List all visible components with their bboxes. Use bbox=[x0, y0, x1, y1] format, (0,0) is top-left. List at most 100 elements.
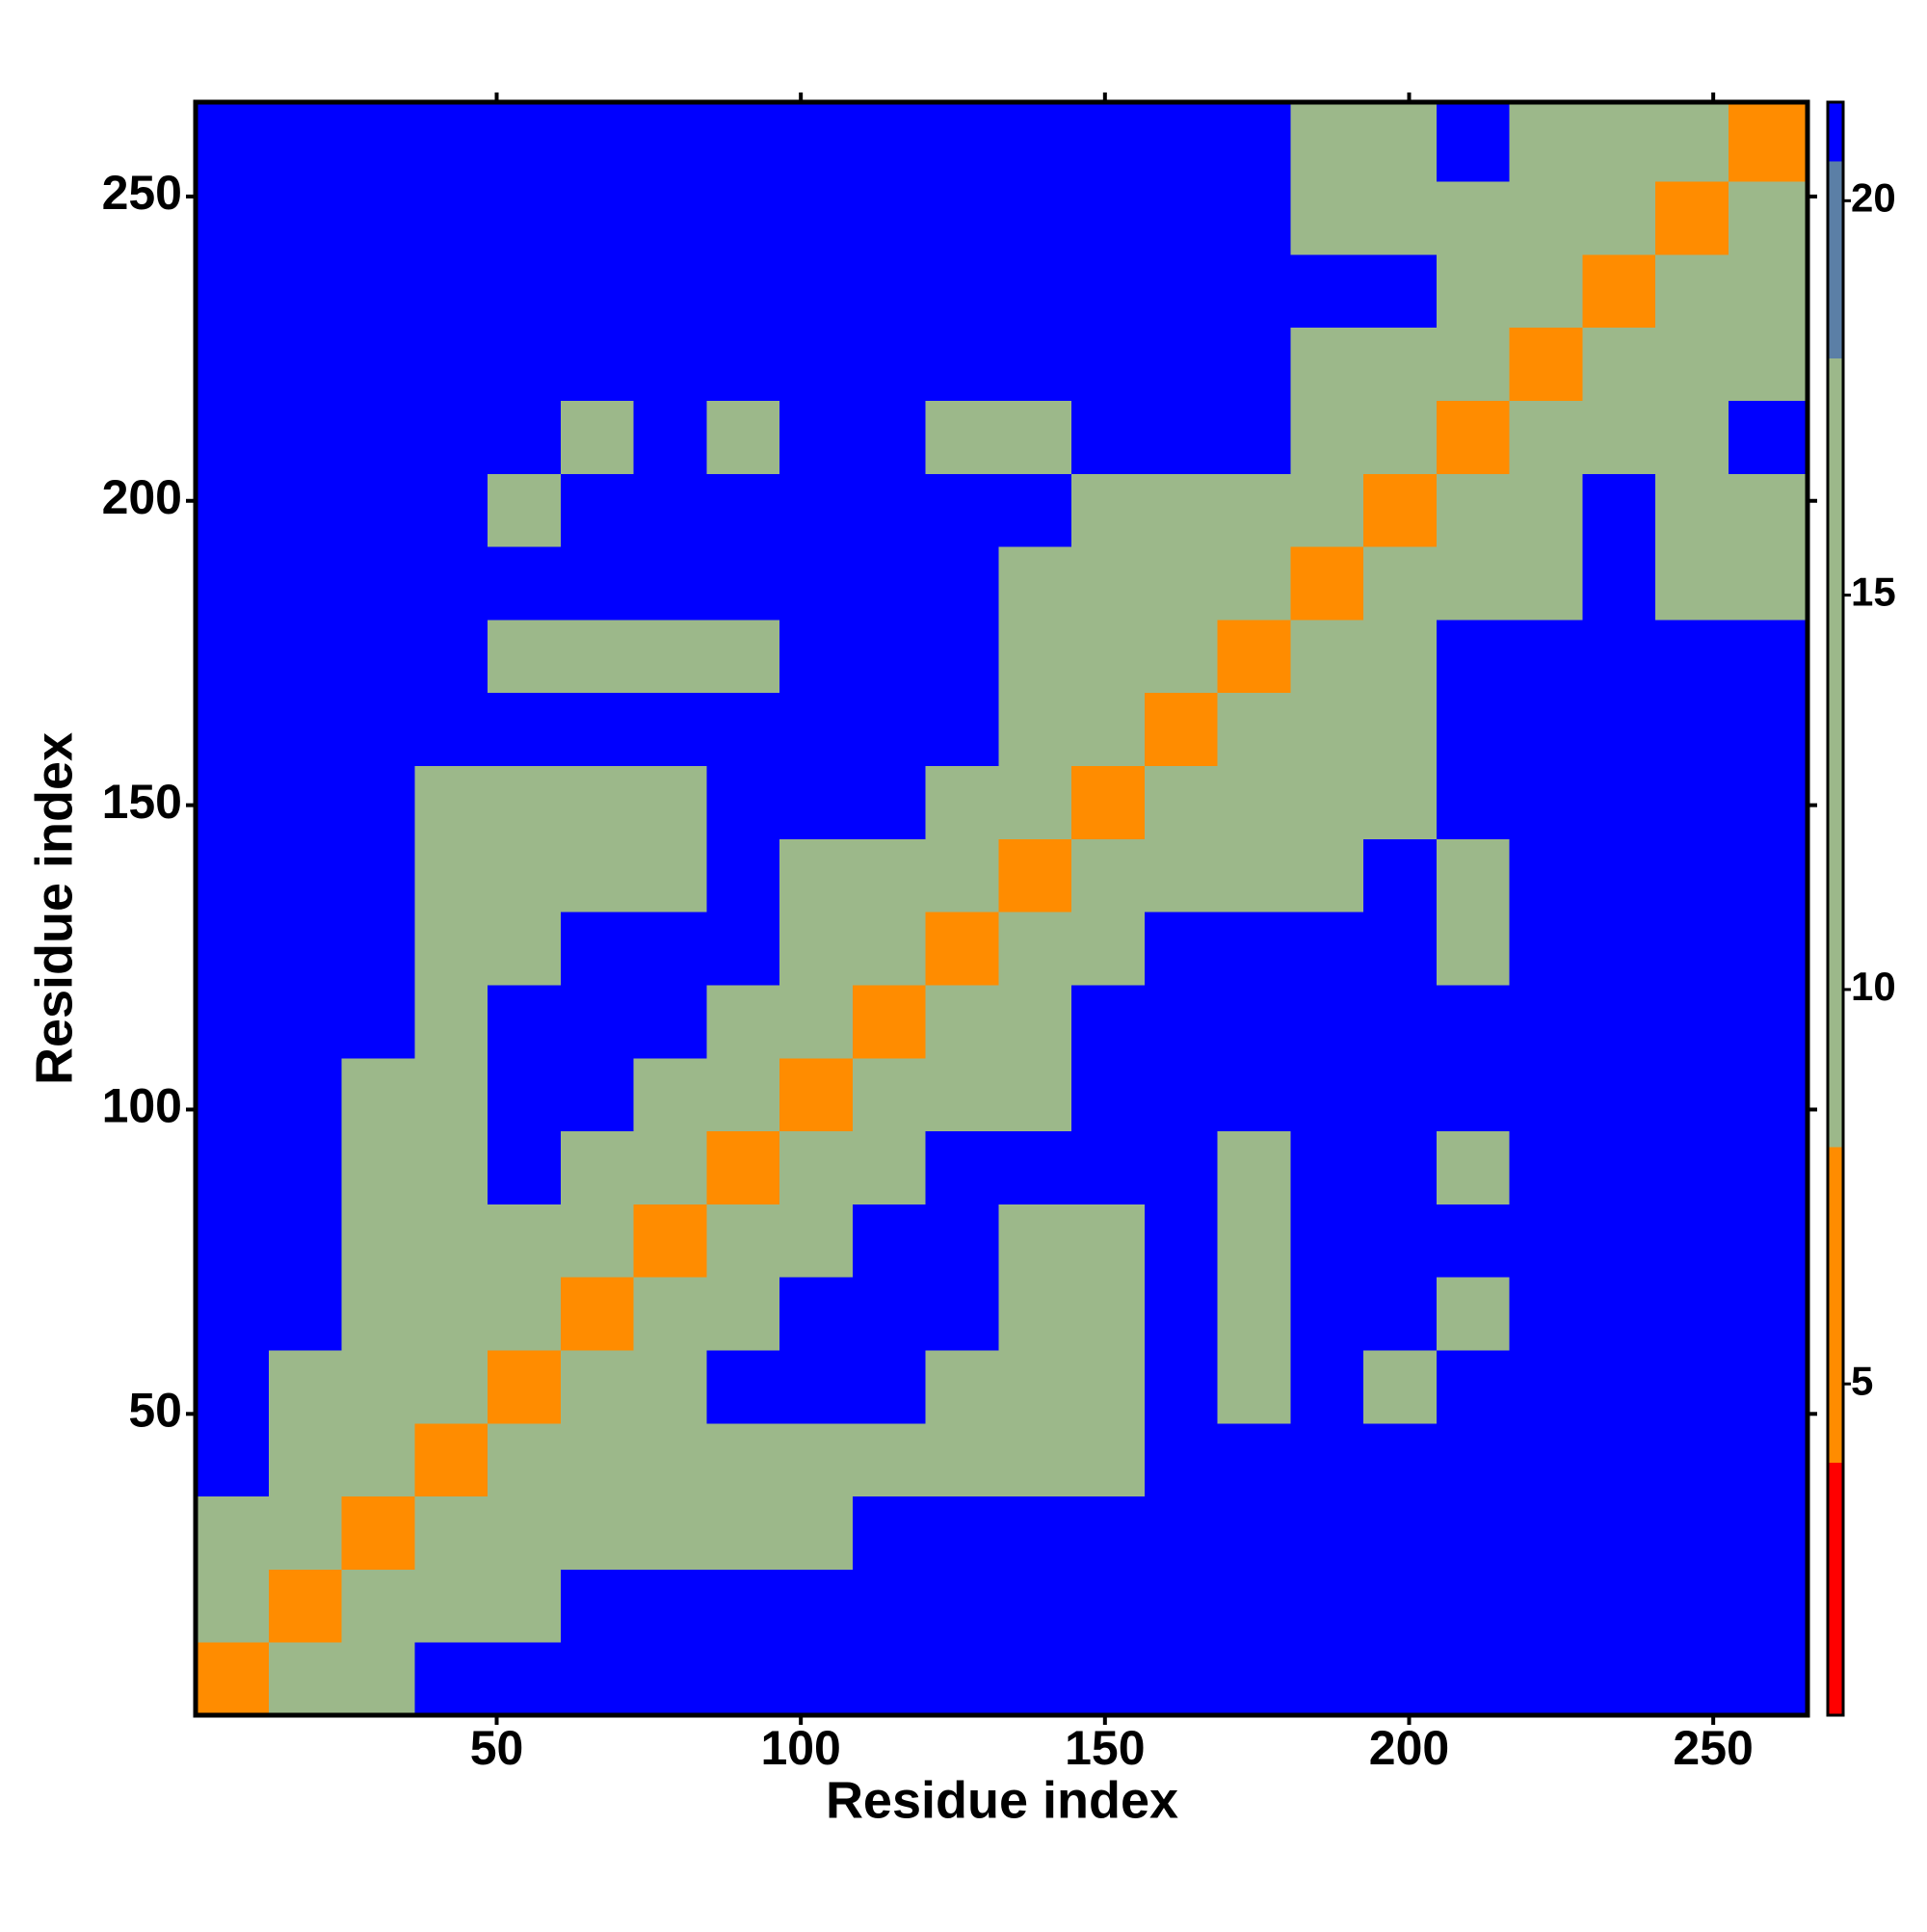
heatmap-cell bbox=[196, 1130, 270, 1204]
heatmap-cell bbox=[268, 1642, 343, 1716]
heatmap-cell bbox=[341, 181, 415, 255]
heatmap-cell bbox=[1217, 619, 1291, 694]
heatmap-cell bbox=[1363, 327, 1438, 402]
heatmap-cell bbox=[1071, 984, 1146, 1059]
heatmap-cell bbox=[560, 1422, 635, 1497]
heatmap-cell bbox=[1509, 1277, 1583, 1351]
heatmap-cell bbox=[1655, 984, 1729, 1059]
x-axis-title: Residue index bbox=[826, 1771, 1178, 1829]
heatmap-cell bbox=[1071, 1569, 1146, 1643]
heatmap-cell bbox=[852, 1642, 927, 1716]
heatmap-cell bbox=[1290, 1495, 1364, 1570]
heatmap-cell bbox=[779, 1349, 854, 1424]
heatmap-cell bbox=[779, 1642, 854, 1716]
heatmap-cell bbox=[1363, 765, 1438, 839]
heatmap-cell bbox=[779, 619, 854, 694]
heatmap-cell bbox=[341, 1569, 415, 1643]
heatmap-cell bbox=[1728, 400, 1808, 474]
heatmap-cell bbox=[1071, 619, 1146, 694]
heatmap-cell bbox=[196, 1495, 270, 1570]
heatmap-cell bbox=[1363, 181, 1438, 255]
heatmap-cell bbox=[560, 765, 635, 839]
heatmap-cell bbox=[1728, 253, 1808, 329]
heatmap-cell bbox=[925, 765, 999, 839]
heatmap-cell bbox=[196, 327, 270, 402]
heatmap-cell bbox=[779, 102, 854, 182]
heatmap-cell bbox=[852, 546, 927, 621]
heatmap-cell bbox=[706, 102, 780, 182]
heatmap-cell bbox=[1217, 400, 1291, 474]
heatmap-cell bbox=[1363, 546, 1438, 621]
colorbar-tick-label: 10 bbox=[1851, 964, 1896, 1009]
heatmap-cell bbox=[852, 1422, 927, 1497]
heatmap-cell bbox=[1363, 1642, 1438, 1716]
heatmap-cell bbox=[1582, 912, 1656, 986]
heatmap-cell bbox=[560, 1130, 635, 1204]
heatmap-cell bbox=[925, 181, 999, 255]
heatmap-cell bbox=[341, 765, 415, 839]
heatmap-cell bbox=[633, 473, 707, 547]
heatmap-cell bbox=[414, 619, 488, 694]
heatmap-cell bbox=[1728, 619, 1808, 694]
heatmap-cell bbox=[488, 1495, 562, 1570]
heatmap-cell bbox=[998, 838, 1072, 913]
heatmap-cell bbox=[1436, 1130, 1511, 1204]
heatmap-cell bbox=[1436, 253, 1511, 329]
heatmap-cell bbox=[1655, 1569, 1729, 1643]
heatmap-cell bbox=[268, 473, 343, 547]
heatmap-cell bbox=[852, 912, 927, 986]
heatmap-cell bbox=[1217, 1349, 1291, 1424]
heatmap-cell bbox=[1509, 253, 1583, 329]
heatmap-cell bbox=[1217, 1569, 1291, 1643]
y-axis-title: Residue index bbox=[25, 732, 83, 1085]
heatmap-cell bbox=[1509, 327, 1583, 402]
heatmap-cell bbox=[341, 1642, 415, 1716]
heatmap-cell bbox=[1436, 546, 1511, 621]
heatmap-cell bbox=[1217, 1422, 1291, 1497]
heatmap-cell bbox=[1363, 1057, 1438, 1132]
heatmap-cell bbox=[998, 984, 1072, 1059]
heatmap-cell bbox=[706, 400, 780, 474]
heatmap-cell bbox=[196, 1204, 270, 1278]
heatmap-cell bbox=[633, 1569, 707, 1643]
heatmap-cell bbox=[1582, 473, 1656, 547]
heatmap-cell bbox=[268, 838, 343, 913]
heatmap-cell bbox=[1582, 984, 1656, 1059]
heatmap-cell bbox=[779, 473, 854, 547]
heatmap-cell bbox=[779, 692, 854, 767]
heatmap-cell bbox=[488, 984, 562, 1059]
heatmap-cell bbox=[1509, 838, 1583, 913]
heatmap-cell bbox=[852, 1569, 927, 1643]
heatmap-cell bbox=[852, 619, 927, 694]
heatmap-cell bbox=[925, 1057, 999, 1132]
heatmap-cell bbox=[560, 400, 635, 474]
heatmap-cell bbox=[196, 400, 270, 474]
heatmap-cell bbox=[1290, 838, 1364, 913]
heatmap-cell bbox=[1071, 1642, 1146, 1716]
heatmap-cell bbox=[560, 1642, 635, 1716]
heatmap-cell bbox=[414, 1642, 488, 1716]
heatmap-cell bbox=[706, 1349, 780, 1424]
heatmap-cell bbox=[1582, 102, 1656, 182]
heatmap-cell bbox=[414, 1057, 488, 1132]
heatmap-cell bbox=[1436, 619, 1511, 694]
heatmap-cell bbox=[706, 1569, 780, 1643]
heatmap-cell bbox=[560, 619, 635, 694]
heatmap-cell bbox=[852, 102, 927, 182]
heatmap-cell bbox=[1728, 181, 1808, 255]
heatmap-cell bbox=[1217, 1495, 1291, 1570]
heatmap-cell bbox=[1290, 1642, 1364, 1716]
heatmap-cell bbox=[1728, 102, 1808, 182]
heatmap-cell bbox=[1436, 984, 1511, 1059]
heatmap-cell bbox=[925, 1277, 999, 1351]
heatmap-cell bbox=[1582, 546, 1656, 621]
heatmap-cell bbox=[268, 1130, 343, 1204]
heatmap-cell bbox=[1436, 1204, 1511, 1278]
heatmap-cell bbox=[341, 253, 415, 329]
heatmap-cell bbox=[852, 400, 927, 474]
heatmap-cell bbox=[1582, 1277, 1656, 1351]
heatmap-cell bbox=[488, 912, 562, 986]
heatmap-cell bbox=[779, 1204, 854, 1278]
heatmap-cell bbox=[925, 473, 999, 547]
